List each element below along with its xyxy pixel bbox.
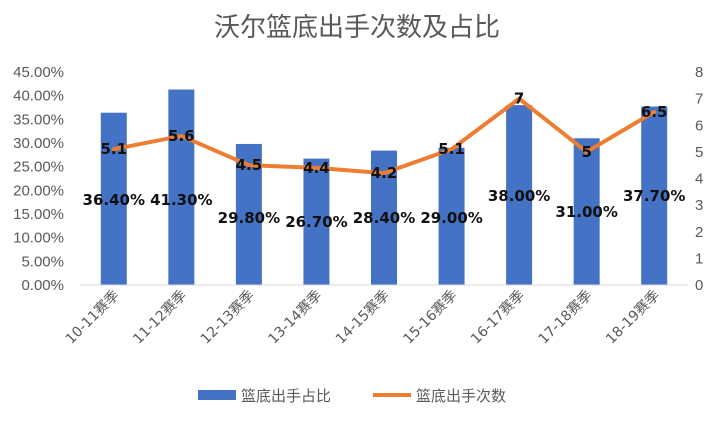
y-left-tick-label: 15.00% bbox=[13, 206, 64, 223]
bar-data-labels: 36.40% 41.30% 29.80% 26.70% 28.40% 29.00% 38.0… bbox=[83, 187, 686, 231]
bar-data-label: 29.80% bbox=[218, 209, 280, 227]
line-data-label: 4.2 bbox=[371, 164, 398, 182]
x-tick-label: 17-18赛季 bbox=[536, 288, 596, 348]
bar-data-label: 41.30% bbox=[150, 191, 212, 209]
line-point bbox=[180, 135, 182, 137]
bar bbox=[641, 106, 668, 285]
x-tick-label: 14-15赛季 bbox=[333, 288, 393, 348]
bar bbox=[438, 147, 465, 285]
bar-data-label: 31.00% bbox=[555, 203, 617, 221]
x-tick-label: 18-19赛季 bbox=[603, 288, 663, 348]
y-left-axis: 0.00% 5.00% 10.00% 15.00% 20.00% 25.00% 30.00%… bbox=[13, 64, 64, 294]
legend-swatch-bar bbox=[198, 390, 236, 400]
line-point bbox=[586, 151, 588, 153]
line-data-labels: 5.1 5.6 4.5 4.4 4.2 5.1 7 5 6.5 bbox=[100, 90, 667, 183]
x-tick-label: 10-11赛季 bbox=[63, 288, 123, 348]
bar bbox=[506, 105, 533, 285]
y-left-tick-label: 35.00% bbox=[13, 111, 64, 128]
y-left-tick-label: 30.00% bbox=[13, 135, 64, 152]
legend-label-line: 篮底出手次数 bbox=[416, 387, 506, 405]
y-left-tick-label: 5.00% bbox=[21, 253, 64, 270]
y-left-tick-label: 40.00% bbox=[13, 88, 64, 105]
bar bbox=[168, 89, 195, 285]
line-data-label: 5.6 bbox=[168, 127, 195, 145]
y-left-tick-label: 20.00% bbox=[13, 182, 64, 199]
bar-data-label: 36.40% bbox=[83, 191, 145, 209]
y-right-tick-label: 3 bbox=[695, 197, 703, 214]
y-right-axis: 0 1 2 3 4 5 6 7 8 bbox=[695, 64, 703, 294]
y-right-tick-label: 0 bbox=[695, 277, 703, 294]
bar bbox=[100, 112, 127, 285]
bar-data-label: 26.70% bbox=[285, 213, 347, 231]
y-right-tick-label: 8 bbox=[695, 64, 703, 81]
line-data-label: 5.1 bbox=[100, 140, 127, 158]
y-left-tick-label: 25.00% bbox=[13, 159, 64, 176]
x-tick-label: 12-13赛季 bbox=[198, 288, 258, 348]
y-left-tick-label: 0.00% bbox=[21, 277, 64, 294]
x-tick-label: 11-12赛季 bbox=[130, 288, 190, 348]
line-data-label: 4.4 bbox=[303, 159, 330, 177]
y-right-tick-label: 7 bbox=[695, 91, 703, 108]
line-point bbox=[518, 98, 520, 100]
line-point bbox=[653, 111, 655, 113]
y-left-tick-label: 45.00% bbox=[13, 64, 64, 81]
line-series bbox=[111, 96, 657, 176]
x-tick-label: 13-14赛季 bbox=[265, 288, 325, 348]
y-right-tick-label: 6 bbox=[695, 117, 703, 134]
line-data-label: 7 bbox=[514, 90, 524, 108]
bar bbox=[303, 158, 330, 285]
y-right-tick-label: 5 bbox=[695, 144, 703, 161]
y-right-tick-label: 1 bbox=[695, 250, 703, 267]
line-point bbox=[315, 167, 317, 169]
line-point bbox=[113, 148, 115, 150]
y-left-tick-label: 10.00% bbox=[13, 230, 64, 247]
line-data-label: 4.5 bbox=[236, 156, 263, 174]
y-right-tick-label: 4 bbox=[695, 171, 703, 188]
legend: 篮底出手占比 篮底出手次数 bbox=[198, 387, 506, 405]
chart-title: 沃尔篮底出手次数及占比 bbox=[214, 13, 500, 43]
line-point bbox=[248, 164, 250, 166]
y-right-tick-label: 2 bbox=[695, 224, 703, 241]
bar-data-label: 29.00% bbox=[420, 209, 482, 227]
x-axis: 10-11赛季 11-12赛季 12-13赛季 13-14赛季 14-15赛季 15-16… bbox=[63, 288, 663, 348]
line-data-label: 6.5 bbox=[641, 103, 668, 121]
bar-data-label: 37.70% bbox=[623, 187, 685, 205]
bar-series bbox=[100, 89, 668, 285]
bar-data-label: 38.00% bbox=[488, 187, 550, 205]
line-data-label: 5 bbox=[581, 143, 591, 161]
x-tick-label: 16-17赛季 bbox=[468, 288, 528, 348]
bar-data-label: 28.40% bbox=[353, 209, 415, 227]
line-data-label: 5.1 bbox=[438, 140, 465, 158]
line-point bbox=[451, 148, 453, 150]
x-tick-label: 15-16赛季 bbox=[401, 288, 461, 348]
line-point bbox=[383, 172, 385, 174]
bar bbox=[573, 138, 600, 285]
legend-label-bar: 篮底出手占比 bbox=[241, 387, 331, 405]
